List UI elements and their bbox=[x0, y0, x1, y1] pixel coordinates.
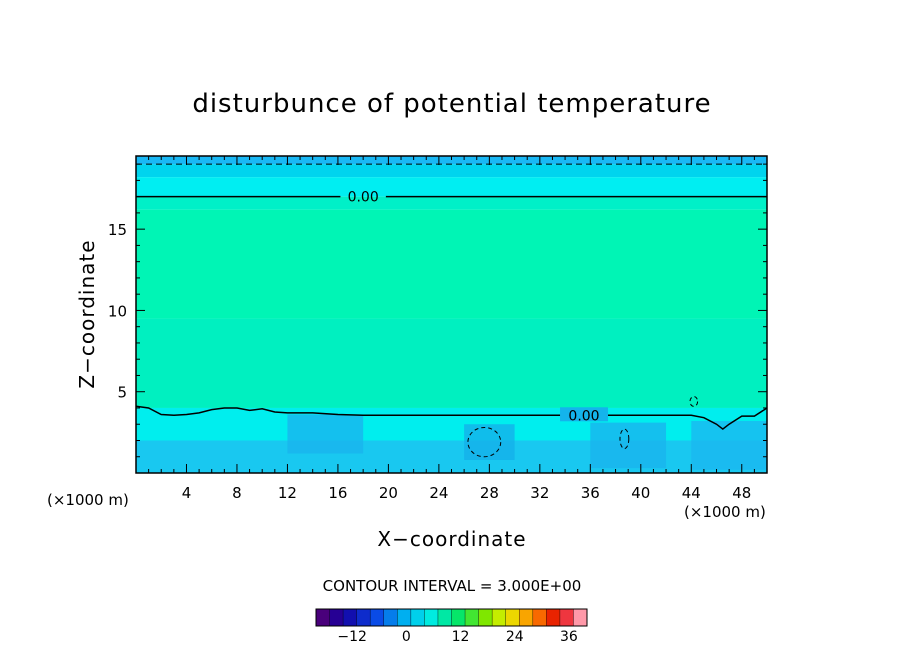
contour-interval-text: CONTOUR INTERVAL = 3.000E+00 bbox=[323, 577, 582, 595]
filled-contours bbox=[136, 156, 767, 473]
x-unit-right: (×1000 m) bbox=[684, 503, 766, 521]
negative-contour-0 bbox=[467, 426, 502, 458]
y-tick-label: 5 bbox=[117, 384, 127, 402]
colorbar-swatch bbox=[356, 609, 371, 626]
colorbar-swatch bbox=[546, 609, 561, 626]
colorbar-swatch bbox=[437, 609, 452, 626]
fill-band-4 bbox=[136, 209, 767, 319]
colorbar-swatch bbox=[559, 609, 574, 626]
fill-band-0 bbox=[136, 156, 767, 165]
colorbar-swatch bbox=[370, 609, 385, 626]
colorbar-swatch bbox=[410, 609, 425, 626]
colorbar-swatch bbox=[492, 609, 506, 626]
colorbar-tick-label: 36 bbox=[560, 629, 578, 645]
colorbar-swatch bbox=[573, 609, 588, 626]
colorbar-swatch bbox=[397, 609, 412, 626]
x-tick-label: 8 bbox=[232, 484, 242, 502]
x-tick-label: 16 bbox=[328, 484, 347, 502]
x-tick-label: 28 bbox=[480, 484, 499, 502]
x-tick-label: 40 bbox=[631, 484, 650, 502]
fill-band-1 bbox=[136, 164, 767, 178]
contour-label-lower-bg bbox=[560, 407, 608, 422]
x-tick-label: 44 bbox=[682, 484, 701, 502]
contour-label-upper: 0.00 bbox=[348, 190, 379, 206]
zero-contour-lower bbox=[136, 405, 767, 431]
colorbar-swatch bbox=[519, 609, 534, 626]
x-unit-left: (×1000 m) bbox=[47, 491, 129, 509]
colorbar-tick-label: 12 bbox=[452, 629, 470, 645]
colorbar-frame bbox=[315, 608, 588, 627]
fill-band-3 bbox=[136, 196, 767, 210]
x-tick-label: 32 bbox=[530, 484, 549, 502]
colorbar-swatch bbox=[532, 609, 547, 626]
contour-label-lower: 0.00 bbox=[568, 408, 599, 424]
fill-band-7 bbox=[136, 440, 767, 473]
fill-patch-1 bbox=[464, 424, 515, 460]
colorbar-swatch bbox=[383, 609, 398, 626]
fill-band-6 bbox=[136, 407, 767, 441]
x-tick-label: 48 bbox=[732, 484, 751, 502]
x-tick-label: 20 bbox=[379, 484, 398, 502]
colorbar-swatch bbox=[424, 609, 439, 626]
colorbar: −12 0 12 24 36 bbox=[315, 608, 588, 645]
x-axis-label: X−coordinate bbox=[377, 527, 526, 551]
plot-area bbox=[136, 156, 767, 473]
x-tick-label: 24 bbox=[429, 484, 448, 502]
colorbar-swatch bbox=[465, 609, 479, 626]
fill-patch-0 bbox=[287, 414, 364, 454]
negative-contour-2 bbox=[689, 396, 699, 407]
colorbar-tick-label: −12 bbox=[337, 629, 367, 645]
x-tick-label: 12 bbox=[278, 484, 297, 502]
colorbar-swatch bbox=[505, 609, 520, 626]
y-axis-label: Z−coordinate bbox=[75, 239, 99, 388]
colorbar-swatch bbox=[316, 609, 330, 626]
y-tick-label: 15 bbox=[108, 221, 127, 239]
chart-title: disturbunce of potential temperature bbox=[192, 89, 711, 119]
colorbar-tick-label: 0 bbox=[402, 629, 411, 645]
contour-labels: 0.00 0.00 bbox=[348, 190, 608, 424]
negative-contour-1 bbox=[619, 428, 630, 450]
colorbar-swatch bbox=[329, 609, 344, 626]
colorbar-swatch bbox=[478, 609, 493, 626]
x-tick-label: 4 bbox=[182, 484, 192, 502]
y-tick-label: 10 bbox=[108, 302, 127, 320]
fill-band-5 bbox=[136, 318, 767, 408]
fill-patch-3 bbox=[691, 420, 767, 470]
colorbar-swatch bbox=[451, 609, 466, 626]
fill-patch-2 bbox=[590, 422, 667, 469]
x-tick-label: 36 bbox=[581, 484, 600, 502]
colorbar-tick-label: 24 bbox=[506, 629, 524, 645]
contour-lines bbox=[136, 163, 767, 458]
fill-band-2 bbox=[136, 177, 767, 197]
colorbar-swatch bbox=[343, 609, 357, 626]
